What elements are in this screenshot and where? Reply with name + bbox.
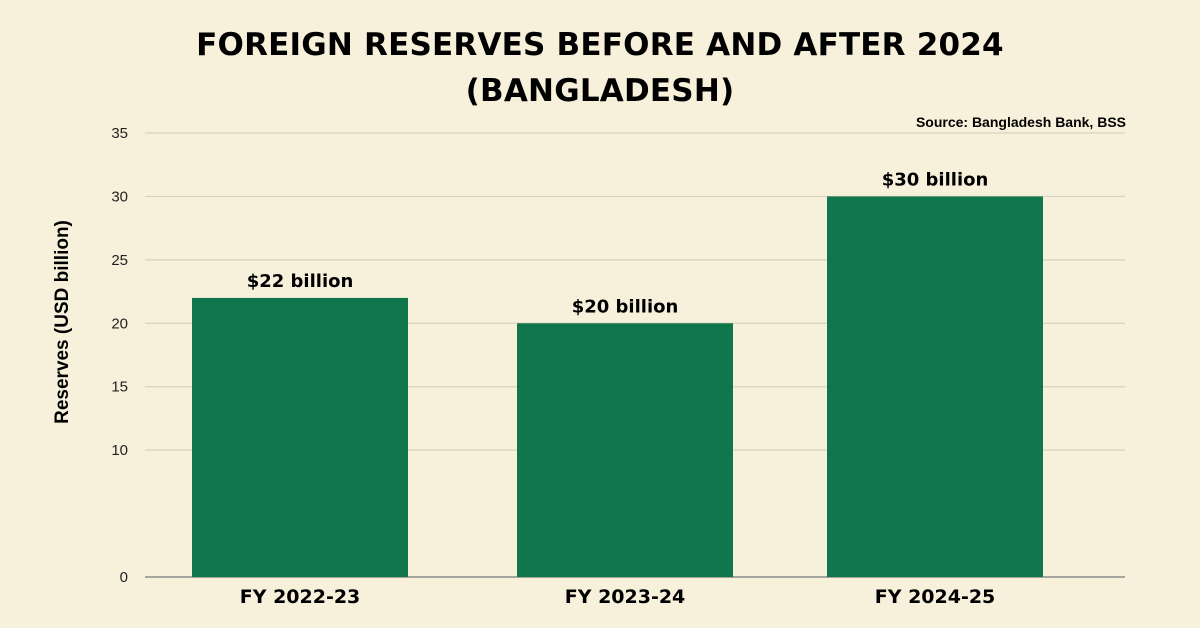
bar (192, 297, 408, 577)
y-tick-label: 35 (111, 125, 128, 142)
y-tick-label: 0 (120, 569, 128, 586)
y-tick-label: 30 (111, 188, 128, 205)
data-label: $22 billion (247, 271, 354, 292)
chart-title-line1: FOREIGN RESERVES BEFORE AND AFTER 2024 (196, 27, 1004, 63)
bar (827, 196, 1043, 577)
data-labels: $22 billion $20 billion $30 billion (247, 169, 989, 317)
y-axis-label: Reserves (USD billion) (52, 220, 73, 424)
x-tick-labels: FY 2022-23 FY 2023-24 FY 2024-25 (240, 586, 996, 608)
y-tick-label: 15 (111, 379, 128, 396)
y-tick-label: 25 (111, 252, 128, 269)
chart-title: FOREIGN RESERVES BEFORE AND AFTER 2024 (… (0, 22, 1200, 114)
x-tick-label: FY 2022-23 (240, 586, 361, 608)
chart-title-line2: (BANGLADESH) (465, 73, 735, 109)
y-tick-labels: 0 10 15 20 25 30 35 (111, 125, 128, 586)
x-tick-label: FY 2023-24 (565, 586, 686, 608)
x-tick-label: FY 2024-25 (875, 586, 996, 608)
source-note: Source: Bangladesh Bank, BSS (915, 114, 1126, 130)
data-label: $20 billion (572, 296, 679, 317)
bars (192, 196, 1043, 577)
data-label: $30 billion (882, 169, 989, 190)
y-tick-label: 20 (111, 315, 128, 332)
y-tick-label: 10 (111, 442, 128, 459)
bar (517, 323, 733, 577)
